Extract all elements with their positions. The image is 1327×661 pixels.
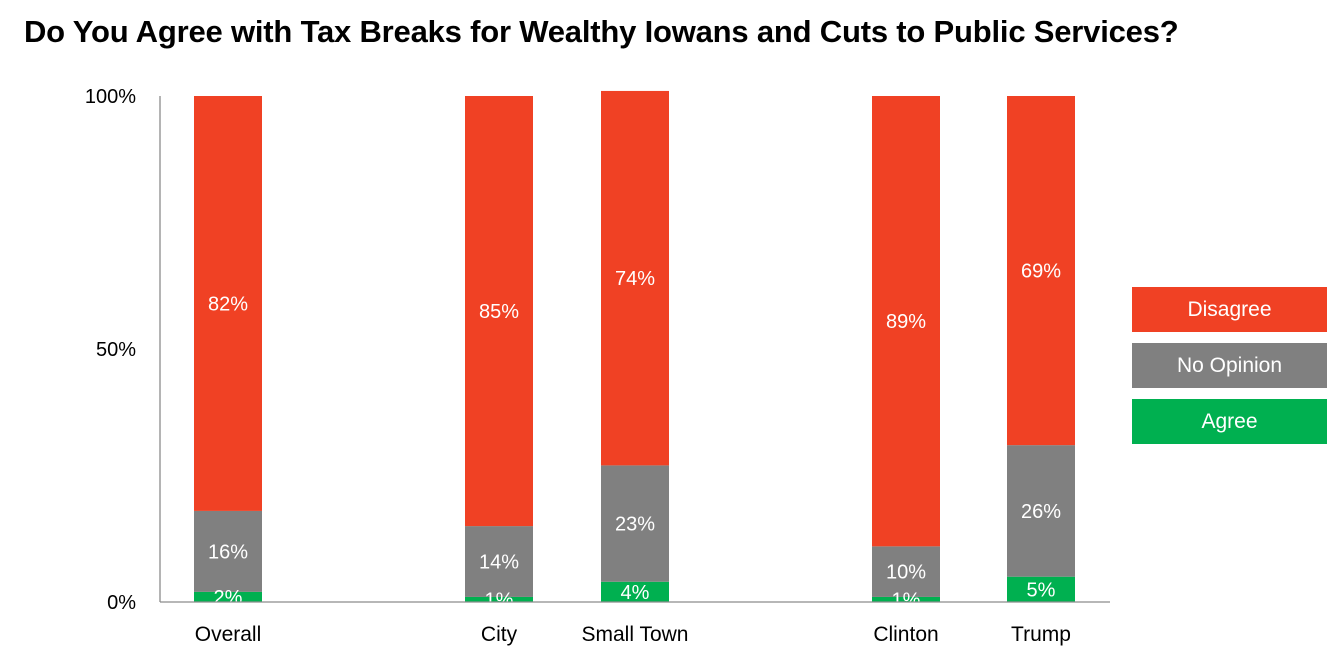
data-label-no-opinion: 16% — [208, 541, 248, 563]
x-tick-label: City — [481, 623, 518, 646]
x-tick-label: Trump — [1011, 623, 1071, 646]
x-tick-label: Overall — [195, 623, 262, 646]
y-tick-label: 100% — [85, 86, 136, 108]
x-tick-labels-group: Overall City Small Town Clinton Trump — [195, 623, 1071, 646]
bar-segment-no-opinion — [601, 465, 669, 582]
bar-segment-agree — [601, 581, 669, 602]
bar-segment-agree — [872, 596, 940, 602]
data-label-no-opinion: 26% — [1021, 501, 1061, 523]
bar-segment-disagree — [194, 96, 262, 511]
data-label-disagree: 89% — [886, 311, 926, 333]
data-label-disagree: 74% — [615, 268, 655, 290]
bar-segment-no-opinion — [465, 526, 533, 597]
x-tick-label: Small Town — [582, 623, 689, 646]
chart-title: Do You Agree with Tax Breaks for Wealthy… — [24, 14, 1179, 49]
bar-segment-agree — [1007, 576, 1075, 602]
y-tick-label: 0% — [107, 592, 136, 614]
data-labels-group: 2% 16% 82% 1% 14% 85% 4% 23% 74% 1% 10% 89% 5% 26% 69% — [208, 261, 1061, 612]
bar-segment-disagree — [601, 90, 669, 466]
data-label-agree: 1% — [485, 589, 514, 611]
y-tick-label: 50% — [96, 339, 136, 361]
bar-segment-agree — [194, 591, 262, 602]
data-label-no-opinion: 14% — [479, 552, 519, 574]
data-label-agree: 2% — [214, 587, 243, 609]
bar-segment-no-opinion — [872, 546, 940, 597]
legend-item-no-opinion: No Opinion — [1132, 343, 1327, 388]
bar-segment-disagree — [1007, 96, 1075, 446]
bars-group — [194, 90, 1075, 602]
x-tick-label: Clinton — [873, 623, 938, 646]
bar-segment-disagree — [872, 96, 940, 547]
bar-segment-disagree — [465, 96, 533, 527]
data-label-disagree: 82% — [208, 293, 248, 315]
bar-segment-no-opinion — [1007, 445, 1075, 577]
data-label-no-opinion: 23% — [615, 514, 655, 536]
bar-segment-no-opinion — [194, 510, 262, 592]
data-label-disagree: 85% — [479, 301, 519, 323]
data-label-disagree: 69% — [1021, 261, 1061, 283]
data-label-agree: 1% — [892, 589, 921, 611]
data-label-no-opinion: 10% — [886, 562, 926, 584]
bar-segment-agree — [465, 596, 533, 602]
data-label-agree: 5% — [1027, 579, 1056, 601]
y-ticks-group: 0% 50% 100% — [85, 86, 136, 614]
legend-item-agree: Agree — [1132, 399, 1327, 444]
legend-item-disagree: Disagree — [1132, 287, 1327, 332]
data-label-agree: 4% — [621, 582, 650, 604]
